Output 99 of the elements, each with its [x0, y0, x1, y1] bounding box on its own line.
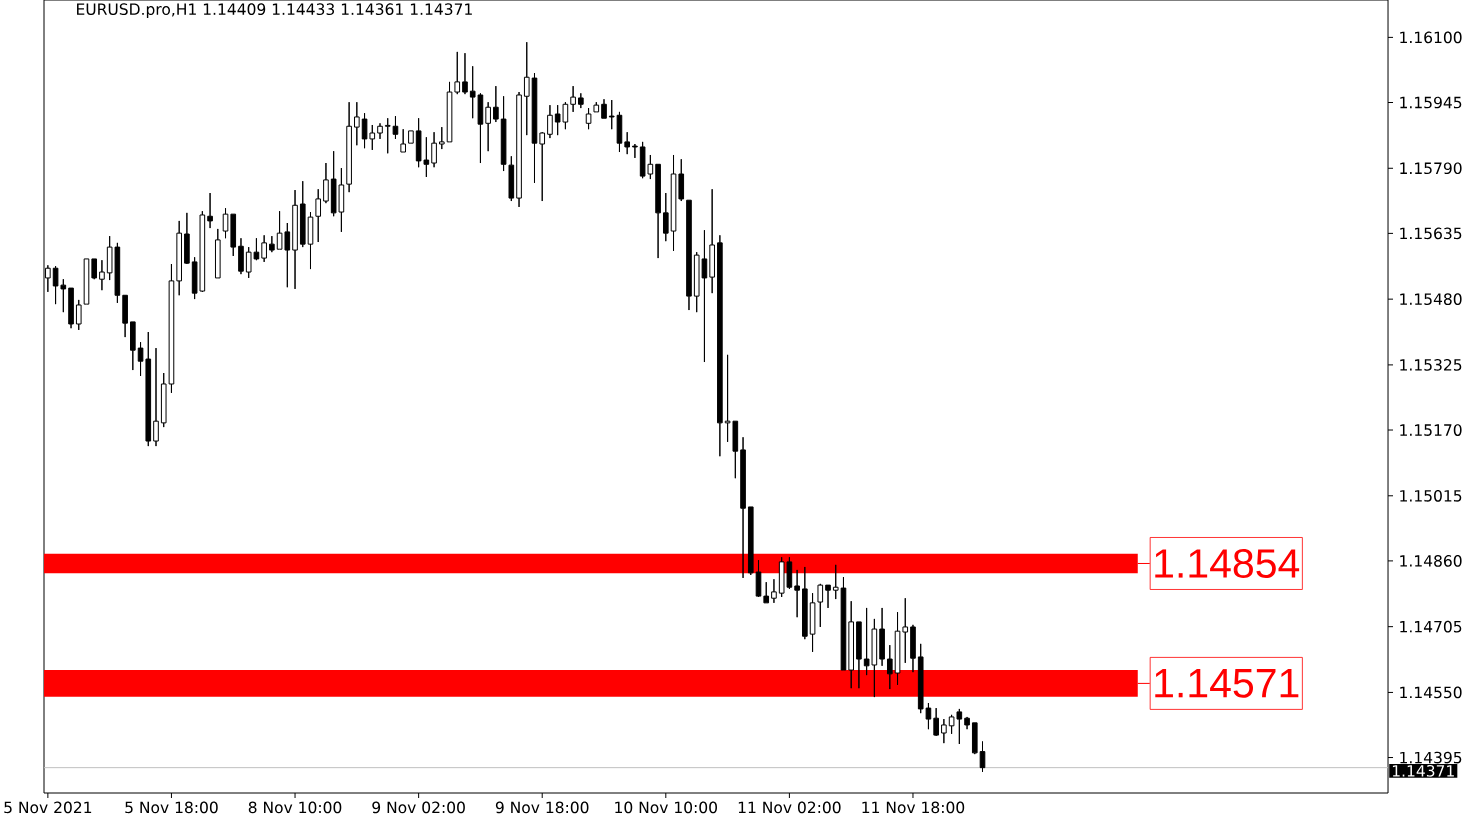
candlestick [315, 188, 322, 243]
candlestick [446, 81, 453, 143]
candlestick [593, 101, 600, 113]
candlestick [68, 287, 74, 329]
candlestick [493, 85, 499, 123]
candlestick [83, 258, 90, 305]
y-tick-label: 1.15170 [1400, 424, 1462, 436]
candlestick [740, 436, 746, 579]
candlestick [670, 154, 677, 252]
candlestick [500, 95, 507, 172]
candlestick [214, 228, 221, 279]
y-tick-label: 1.15945 [1400, 96, 1462, 109]
candlestick [971, 722, 978, 755]
candlestick [825, 584, 831, 609]
candlestick [531, 72, 538, 184]
x-tick-label: 9 Nov 02:00 [372, 801, 465, 814]
candlestick [408, 130, 414, 144]
candlestick [678, 158, 685, 202]
candlestick [933, 707, 939, 737]
candlestick [585, 107, 592, 130]
candlestick [176, 220, 182, 296]
x-tick-label: 5 Nov 2021 [4, 801, 92, 814]
candlestick [377, 122, 383, 140]
y-tick-label: 1.14395 [1400, 751, 1462, 764]
candlestick [686, 199, 692, 311]
y-tick-label: 1.15635 [1400, 227, 1462, 240]
candlestick [817, 583, 824, 628]
candlestick [238, 237, 244, 275]
candlestick [323, 162, 329, 204]
candlestick [624, 131, 630, 155]
band-label: 1.14854 [1155, 548, 1300, 578]
x-tick-label: 10 Nov 10:00 [615, 801, 717, 814]
ref-line-label: 1.14371 [1392, 765, 1454, 777]
candlestick [848, 600, 854, 689]
candlestick [570, 85, 576, 113]
candlestick [941, 718, 947, 744]
y-tick-label: 1.14705 [1400, 620, 1462, 633]
candlestick [99, 259, 105, 291]
band-label: 1.14571 [1155, 669, 1299, 698]
candlestick [431, 131, 437, 168]
x-tick-label: 9 Nov 18:00 [495, 801, 589, 814]
candlestick [802, 566, 808, 640]
y-tick-label: 1.14550 [1400, 686, 1462, 699]
candlestick [130, 321, 136, 371]
candlestick [508, 155, 515, 202]
candlestick [122, 294, 128, 338]
candlestick [709, 188, 715, 294]
y-tick-label: 1.15325 [1400, 359, 1462, 371]
candlestick [307, 211, 314, 270]
x-tick-label: 11 Nov 02:00 [738, 801, 841, 814]
candlestick [717, 234, 723, 457]
candlestick [755, 559, 762, 598]
chart-title: EURUSD.pro,H1 1.14409 1.14433 1.14361 1.14371 [77, 3, 472, 19]
y-tick-label: 1.15480 [1400, 293, 1462, 305]
candlestick [879, 607, 885, 667]
candlestick [547, 104, 553, 139]
candlestick [655, 163, 661, 259]
candlestick [230, 213, 237, 257]
candlestick [578, 92, 584, 109]
candlestick [292, 189, 298, 290]
candlestick [454, 51, 461, 95]
y-tick-label: 1.16100 [1400, 31, 1462, 44]
candlestick [632, 143, 638, 159]
candlestick [539, 131, 546, 202]
candlestick [979, 740, 986, 773]
x-tick-label: 5 Nov 18:00 [125, 801, 218, 814]
candlestick [91, 258, 98, 280]
x-tick-label: 11 Nov 18:00 [862, 801, 965, 814]
candlestick [184, 212, 190, 265]
y-tick-label: 1.14860 [1400, 555, 1462, 567]
candlestick [222, 207, 229, 239]
candlestick [601, 98, 607, 119]
candlestick [771, 578, 777, 604]
candlestick [346, 101, 352, 193]
candlestick [269, 235, 275, 253]
candlestick [809, 592, 816, 653]
x-tick-label: 8 Nov 10:00 [248, 801, 342, 814]
y-tick-label: 1.15790 [1400, 162, 1462, 175]
candlestick [207, 192, 213, 229]
candlestick [516, 91, 522, 208]
y-tick-label: 1.15015 [1400, 489, 1462, 502]
candlestick [462, 52, 468, 95]
candlestick [794, 569, 800, 618]
candlestick [856, 621, 862, 689]
candlestick [910, 624, 916, 673]
candlestick [299, 180, 306, 248]
candlestick [662, 192, 669, 242]
candlestick [354, 101, 360, 146]
candlestick [523, 41, 530, 136]
candlestick [400, 128, 406, 153]
candlestick [438, 126, 445, 150]
candlestick [763, 581, 770, 604]
candlestick [964, 716, 970, 730]
candlestick [485, 101, 491, 152]
candlestick [153, 347, 159, 447]
candlestick [747, 506, 754, 576]
candlestick [886, 644, 893, 690]
candlestick [75, 299, 82, 331]
candlestick [261, 234, 267, 263]
